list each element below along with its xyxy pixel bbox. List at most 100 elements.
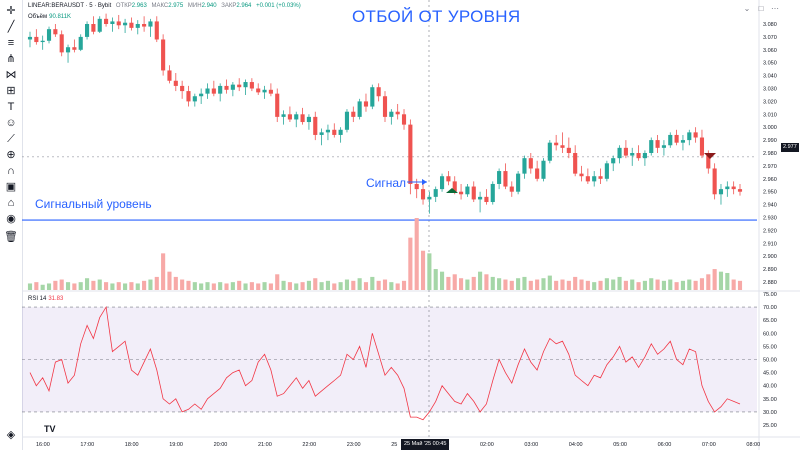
pattern-icon[interactable]: ⊞ bbox=[6, 85, 16, 97]
volume-bar bbox=[630, 279, 635, 290]
volume-bar bbox=[465, 279, 470, 290]
candle-body bbox=[484, 196, 489, 203]
time-tick-label: 05:00 bbox=[613, 442, 627, 448]
rsi-tick-label: 40.00 bbox=[763, 384, 777, 390]
volume-bar bbox=[230, 282, 235, 290]
candle-body bbox=[547, 142, 552, 161]
eye-icon[interactable]: ◉ bbox=[6, 213, 16, 225]
volume-bar bbox=[116, 282, 121, 290]
rsi-value: 31.83 bbox=[48, 296, 64, 302]
smile-icon[interactable]: ☺ bbox=[5, 117, 17, 129]
volume-bar bbox=[27, 283, 33, 290]
volume-bar bbox=[53, 280, 58, 290]
volume-bar bbox=[135, 283, 140, 290]
tradingview-logo[interactable]: TV bbox=[44, 424, 56, 434]
magnet-icon[interactable]: ∩ bbox=[7, 165, 15, 177]
volume-bar bbox=[554, 280, 559, 290]
ruler-icon[interactable]: ⟋ bbox=[7, 133, 15, 145]
candle-body bbox=[363, 101, 369, 107]
volume-bar bbox=[699, 278, 705, 290]
candle-body bbox=[604, 163, 609, 179]
more-icon[interactable]: ⋯ bbox=[771, 4, 779, 13]
time-tick-label: 20:00 bbox=[214, 442, 228, 448]
chevron-down-icon[interactable]: ⌄ bbox=[743, 4, 751, 13]
volume-bar bbox=[503, 279, 508, 290]
chart-canvas[interactable]: 3.080 3.070 3.060 3.050 3.040 3.030 3.020 3.010… bbox=[22, 0, 800, 450]
volume-bar bbox=[693, 280, 698, 290]
price-tick-label: 3.030 bbox=[763, 87, 777, 93]
volume-bar bbox=[262, 282, 267, 290]
fib-retracement-icon[interactable]: ⋈ bbox=[5, 69, 17, 81]
price-tick-label: 3.070 bbox=[763, 35, 777, 41]
candle-body bbox=[319, 132, 324, 135]
candle-body bbox=[256, 88, 261, 93]
candle-body bbox=[275, 93, 280, 117]
candle-body bbox=[718, 189, 724, 195]
candle-body bbox=[192, 96, 197, 102]
volume-bar bbox=[509, 280, 514, 290]
volume-bar bbox=[490, 276, 495, 290]
candle-body bbox=[135, 24, 140, 28]
volume-bar bbox=[623, 280, 628, 290]
candle-body bbox=[693, 132, 698, 138]
volume-bar bbox=[59, 279, 64, 290]
candle-body bbox=[230, 84, 235, 90]
volume-bar bbox=[224, 283, 229, 290]
lock-drawings-icon[interactable]: ⌂ bbox=[7, 197, 15, 209]
candle-body bbox=[110, 21, 115, 24]
maximize-icon[interactable]: □ bbox=[758, 4, 764, 13]
volume-bar bbox=[395, 283, 400, 290]
volume-bar bbox=[205, 282, 210, 290]
price-tick-label: 2.940 bbox=[763, 203, 777, 209]
volume-bar bbox=[34, 282, 39, 290]
zoom-in-icon[interactable]: ⊕ bbox=[6, 149, 16, 161]
change-value: +0.001 (+0.03%) bbox=[256, 3, 301, 9]
volume-bar bbox=[332, 283, 337, 290]
rsi-line bbox=[29, 305, 741, 421]
volume-bar bbox=[427, 253, 432, 290]
candle-body bbox=[224, 85, 229, 90]
candle-body bbox=[161, 39, 166, 71]
candle-body bbox=[649, 140, 654, 153]
crosshair-icon[interactable]: ✛ bbox=[6, 5, 16, 17]
signal-annotation: Сигнал bbox=[366, 176, 407, 190]
pitchfork-icon[interactable]: ⋔ bbox=[6, 53, 16, 65]
time-tick-label: 23:00 bbox=[347, 442, 361, 448]
volume-bar bbox=[737, 280, 743, 290]
candle-body bbox=[573, 153, 578, 174]
rsi-tick-label: 30.00 bbox=[763, 410, 777, 416]
rsi-tick-label: 55.00 bbox=[763, 344, 777, 350]
volume-bar bbox=[604, 278, 609, 290]
chart-area[interactable]: 3.080 3.070 3.060 3.050 3.040 3.030 3.020 3.010… bbox=[22, 0, 800, 450]
candle-body bbox=[382, 96, 388, 117]
symbol-name[interactable]: LINEAR:BERAUSDT · 5 · Bybit bbox=[28, 3, 112, 9]
volume-bar bbox=[211, 283, 216, 290]
candle-body bbox=[186, 91, 191, 102]
volume-bar bbox=[306, 280, 311, 290]
volume-bar bbox=[617, 276, 622, 290]
candle-body bbox=[408, 124, 413, 184]
layers-icon[interactable]: ◈ bbox=[6, 429, 16, 441]
candle-body bbox=[655, 140, 660, 148]
volume-bar bbox=[104, 282, 109, 290]
candle-body bbox=[129, 22, 134, 28]
candle-body bbox=[376, 87, 381, 97]
text-tool-icon[interactable]: T bbox=[7, 101, 15, 113]
candle-body bbox=[617, 147, 622, 159]
volume-bar bbox=[72, 283, 77, 290]
trash-icon[interactable]: 🗑 bbox=[4, 231, 18, 243]
volume-bar bbox=[344, 279, 350, 290]
volume-bar bbox=[351, 280, 356, 290]
lock-icon[interactable]: ▣ bbox=[5, 181, 17, 193]
volume-bar bbox=[649, 278, 654, 290]
rsi-tick-label: 25.00 bbox=[763, 423, 777, 429]
horizontal-lines-icon[interactable]: ≡ bbox=[7, 37, 15, 49]
candle-body bbox=[300, 114, 305, 123]
candle-body bbox=[725, 186, 730, 190]
trend-line-icon[interactable]: ╱ bbox=[7, 21, 15, 33]
candle-body bbox=[598, 176, 603, 179]
volume-bar bbox=[338, 282, 343, 290]
rsi-tick-label: 75.00 bbox=[763, 292, 777, 298]
candle-body bbox=[142, 24, 147, 27]
candle-body bbox=[84, 24, 90, 37]
